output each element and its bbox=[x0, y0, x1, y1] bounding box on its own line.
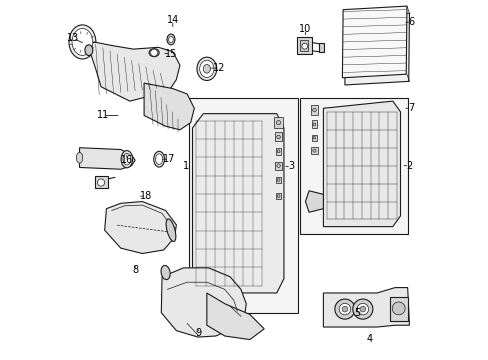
Text: 3: 3 bbox=[287, 161, 294, 171]
Text: 11: 11 bbox=[97, 111, 109, 121]
Ellipse shape bbox=[197, 57, 216, 81]
Text: 13: 13 bbox=[67, 33, 79, 43]
Bar bbox=[188, 98, 298, 313]
Circle shape bbox=[339, 303, 350, 315]
Text: 12: 12 bbox=[213, 63, 225, 73]
Ellipse shape bbox=[161, 265, 170, 280]
Polygon shape bbox=[104, 202, 176, 253]
Bar bbox=[275, 177, 281, 183]
Polygon shape bbox=[80, 148, 135, 169]
Text: 4: 4 bbox=[366, 333, 371, 343]
Ellipse shape bbox=[69, 25, 96, 59]
Ellipse shape bbox=[122, 153, 131, 165]
Ellipse shape bbox=[72, 28, 93, 55]
Text: 17: 17 bbox=[163, 154, 175, 164]
Text: 5: 5 bbox=[354, 308, 360, 318]
Polygon shape bbox=[344, 13, 408, 85]
Bar bbox=[94, 176, 107, 188]
Circle shape bbox=[312, 136, 315, 139]
Text: 14: 14 bbox=[166, 15, 179, 26]
Circle shape bbox=[276, 164, 280, 167]
Polygon shape bbox=[323, 288, 408, 327]
Circle shape bbox=[277, 150, 280, 153]
Text: 18: 18 bbox=[140, 191, 152, 201]
Ellipse shape bbox=[199, 60, 214, 77]
Circle shape bbox=[277, 195, 280, 198]
Ellipse shape bbox=[167, 34, 175, 45]
Circle shape bbox=[150, 49, 158, 56]
Bar bbox=[274, 162, 282, 170]
Text: 1: 1 bbox=[183, 161, 189, 171]
Text: 15: 15 bbox=[164, 49, 177, 59]
Circle shape bbox=[312, 123, 315, 126]
Circle shape bbox=[359, 306, 365, 312]
Circle shape bbox=[277, 179, 280, 181]
Bar bbox=[311, 121, 317, 129]
Bar bbox=[274, 117, 282, 128]
Text: 8: 8 bbox=[132, 265, 138, 275]
Text: 10: 10 bbox=[299, 24, 311, 35]
Ellipse shape bbox=[155, 154, 163, 165]
Polygon shape bbox=[342, 6, 406, 78]
Circle shape bbox=[341, 306, 347, 312]
Circle shape bbox=[391, 302, 405, 315]
Bar bbox=[275, 193, 281, 199]
Polygon shape bbox=[305, 191, 323, 212]
Polygon shape bbox=[323, 101, 400, 226]
Bar bbox=[296, 37, 311, 54]
Ellipse shape bbox=[203, 64, 210, 73]
Circle shape bbox=[276, 121, 280, 125]
Text: 7: 7 bbox=[407, 103, 413, 113]
Ellipse shape bbox=[76, 152, 82, 163]
Bar bbox=[274, 132, 282, 141]
Circle shape bbox=[352, 299, 372, 319]
Bar bbox=[389, 297, 407, 320]
Bar bbox=[319, 42, 324, 51]
Polygon shape bbox=[206, 293, 264, 339]
Bar bbox=[311, 135, 316, 140]
Ellipse shape bbox=[149, 49, 159, 57]
Ellipse shape bbox=[166, 219, 176, 242]
Text: 16: 16 bbox=[121, 155, 133, 165]
Ellipse shape bbox=[168, 36, 173, 42]
Bar bbox=[310, 147, 317, 154]
Circle shape bbox=[312, 108, 316, 112]
Text: 9: 9 bbox=[195, 328, 201, 338]
Text: 2: 2 bbox=[406, 161, 412, 171]
Polygon shape bbox=[192, 114, 284, 293]
Polygon shape bbox=[161, 268, 246, 337]
Polygon shape bbox=[88, 42, 180, 101]
Bar bbox=[310, 105, 317, 115]
Circle shape bbox=[334, 299, 354, 319]
Polygon shape bbox=[144, 83, 194, 130]
Bar bbox=[300, 98, 407, 234]
Ellipse shape bbox=[153, 151, 164, 167]
Circle shape bbox=[312, 149, 315, 152]
Circle shape bbox=[97, 179, 104, 186]
Circle shape bbox=[356, 303, 368, 315]
Bar bbox=[275, 148, 281, 154]
Ellipse shape bbox=[121, 150, 132, 168]
Text: 6: 6 bbox=[407, 17, 413, 27]
Circle shape bbox=[276, 135, 280, 139]
Ellipse shape bbox=[85, 45, 93, 55]
Circle shape bbox=[301, 43, 307, 49]
Bar bbox=[300, 40, 308, 51]
